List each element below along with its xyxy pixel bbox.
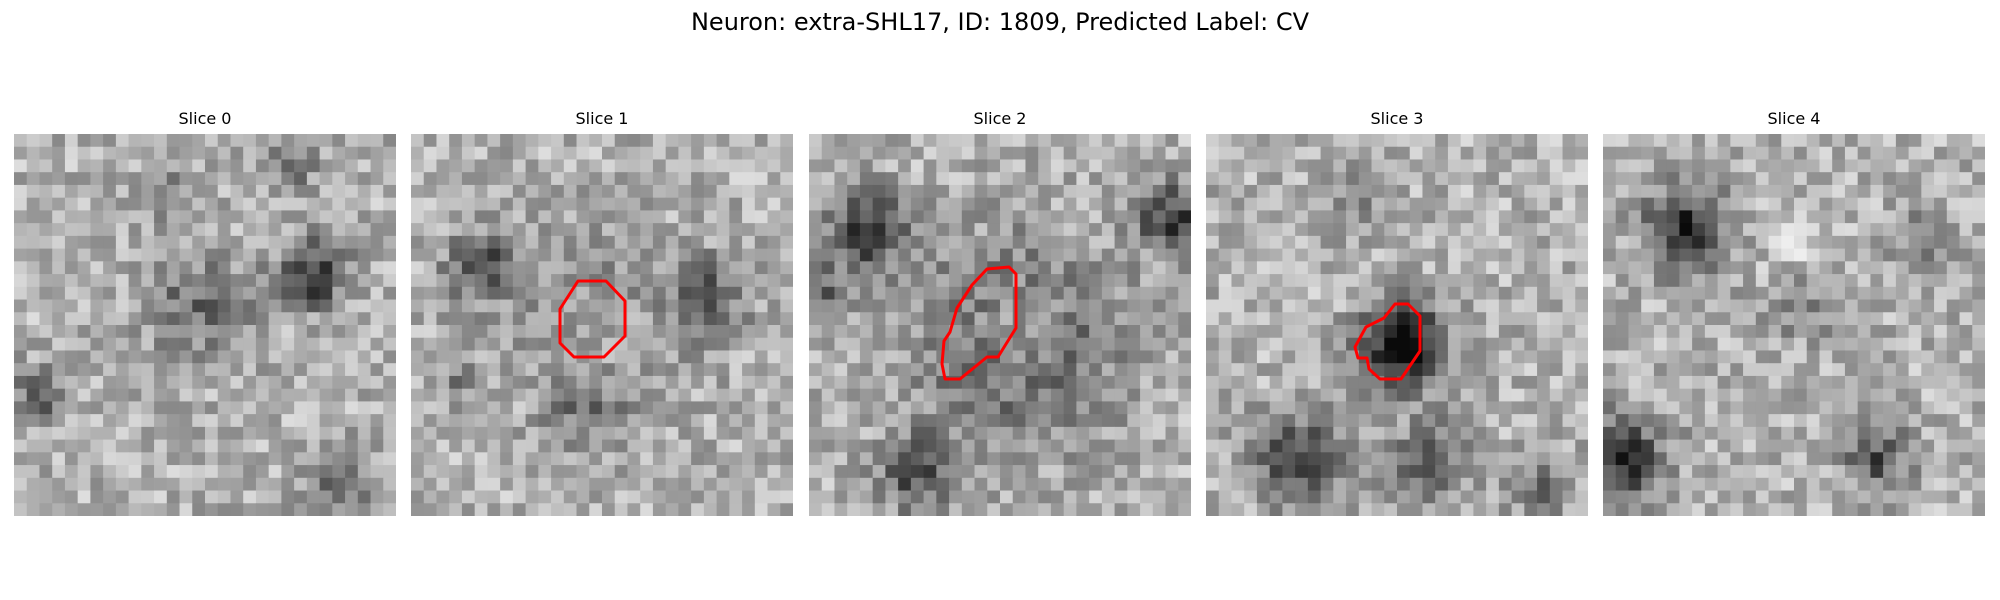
slice-title-0: Slice 0 bbox=[178, 109, 232, 128]
slice-image-2 bbox=[809, 134, 1191, 516]
slice-panel-2: Slice 2 bbox=[809, 108, 1191, 518]
figure-title: Neuron: extra-SHL17, ID: 1809, Predicted… bbox=[690, 8, 1310, 36]
slice-image-0 bbox=[14, 134, 396, 516]
slice-title-3: Slice 3 bbox=[1370, 109, 1424, 128]
slice-panel-1: Slice 1 bbox=[411, 108, 793, 518]
slice-panel-0: Slice 0 bbox=[14, 108, 396, 518]
roi-contour-1 bbox=[558, 279, 627, 359]
roi-contour-2 bbox=[940, 265, 1018, 381]
slice-title-4: Slice 4 bbox=[1767, 109, 1821, 128]
slice-image-3 bbox=[1206, 134, 1588, 516]
slice-image-4 bbox=[1603, 134, 1985, 516]
slice-title-2: Slice 2 bbox=[973, 109, 1027, 128]
slice-image-1 bbox=[411, 134, 793, 516]
slice-title-1: Slice 1 bbox=[575, 109, 629, 128]
slice-panel-4: Slice 4 bbox=[1603, 108, 1985, 518]
slice-panel-3: Slice 3 bbox=[1206, 108, 1588, 518]
roi-contour-3 bbox=[1353, 302, 1422, 381]
